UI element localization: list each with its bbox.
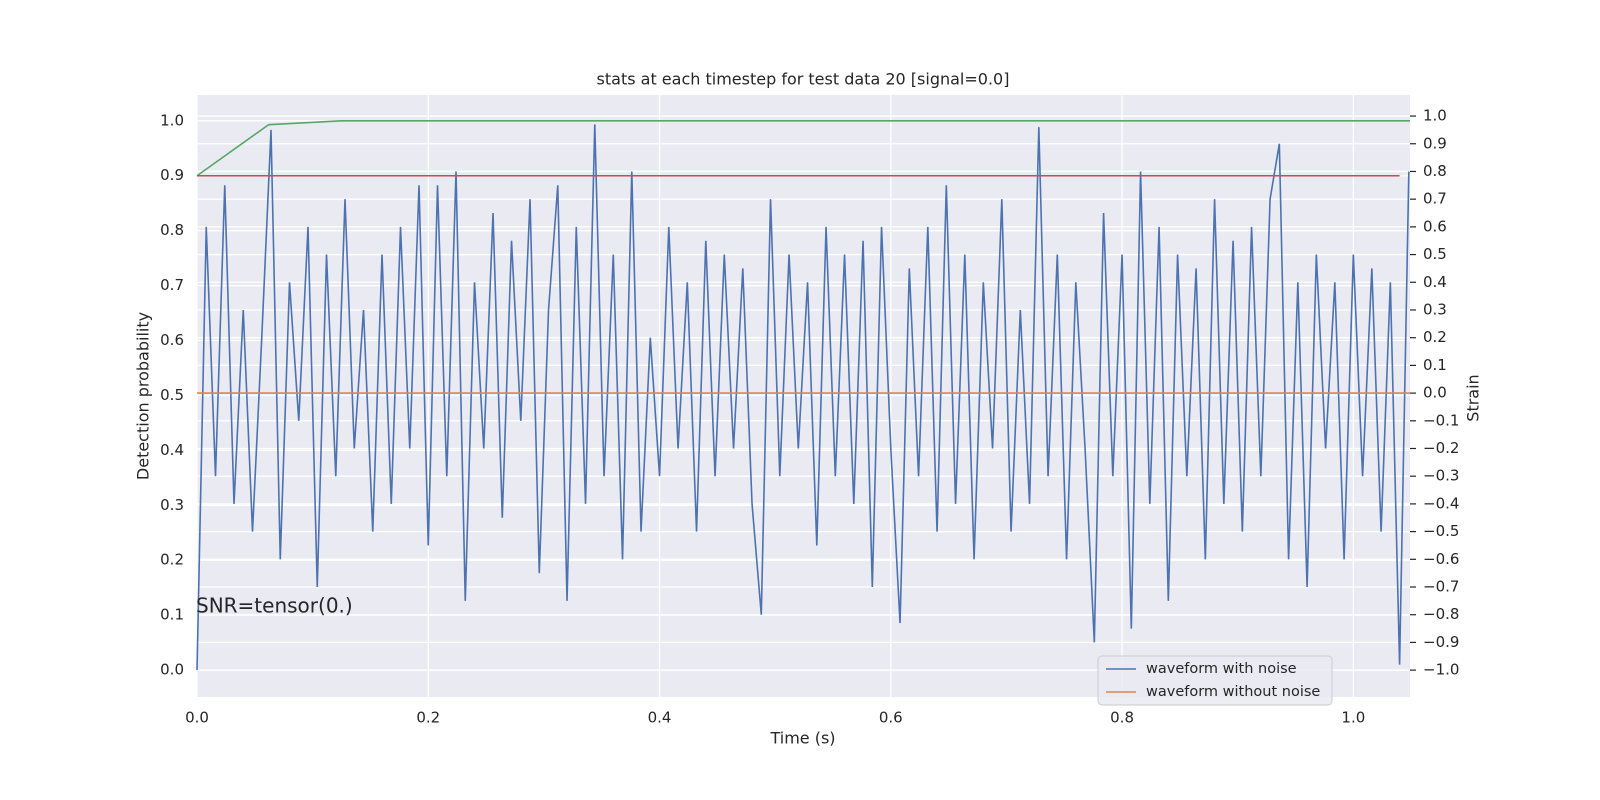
y2-tick-label: −0.3	[1423, 467, 1459, 485]
y-tick-label: 0.2	[160, 551, 184, 569]
y2-tick-label: −0.5	[1423, 522, 1459, 540]
y-tick-label: 0.7	[160, 276, 184, 294]
series-line	[196, 124, 1410, 671]
y-tick-label: 0.0	[160, 661, 184, 679]
y2-tick-label: 0.5	[1423, 245, 1447, 263]
y2-tick-label: −0.8	[1423, 605, 1459, 623]
y2-tick-label: 0.1	[1423, 356, 1447, 374]
x-tick-label: 0.8	[1110, 709, 1134, 727]
chart-title: stats at each timestep for test data 20 …	[597, 70, 1010, 89]
y-tick-label: 0.3	[160, 496, 184, 514]
y-tick-label: 0.1	[160, 606, 184, 624]
y-tick-label: 0.4	[160, 441, 184, 459]
y-tick-label: 0.5	[160, 386, 184, 404]
y2-tick-label: −0.4	[1423, 494, 1459, 512]
y-tick-label: 0.6	[160, 331, 184, 349]
y2-tick-label: 0.2	[1423, 328, 1447, 346]
x-tick-label: 0.0	[185, 709, 209, 727]
y2-tick-label: 0.9	[1423, 134, 1447, 152]
y2-tick-label: −1.0	[1423, 661, 1459, 679]
x-tick-label: 1.0	[1341, 709, 1365, 727]
y-tick-label: 1.0	[160, 111, 184, 129]
y-tick-label: 0.8	[160, 221, 184, 239]
y2-tick-label: −0.7	[1423, 578, 1459, 596]
y2-tick-label: −0.1	[1423, 411, 1459, 429]
y2-tick-label: −0.2	[1423, 439, 1459, 457]
annotation: SNR=tensor(0.)	[196, 594, 353, 618]
x-tick-label: 0.4	[648, 709, 672, 727]
legend-label: waveform without noise	[1146, 684, 1320, 700]
y2-axis-label: Strain	[1464, 374, 1483, 421]
y2-tick-label: 0.3	[1423, 300, 1447, 318]
y2-tick-label: 0.0	[1423, 384, 1447, 402]
series-line	[196, 120, 1410, 177]
y-tick-label: 0.9	[160, 166, 184, 184]
y2-tick-label: 0.8	[1423, 162, 1447, 180]
y2-tick-label: −0.9	[1423, 633, 1459, 651]
legend-label: waveform with noise	[1146, 661, 1297, 677]
y2-tick-label: 0.4	[1423, 273, 1447, 291]
x-tick-label: 0.2	[416, 709, 440, 727]
y2-tick-label: −0.6	[1423, 550, 1459, 568]
y2-tick-label: 1.0	[1423, 107, 1447, 125]
x-axis-label: Time (s)	[769, 729, 835, 748]
y-axis-label: Detection probability	[134, 312, 153, 480]
x-tick-label: 0.6	[879, 709, 903, 727]
legend-box	[1097, 655, 1333, 706]
y2-tick-label: 0.6	[1423, 217, 1447, 235]
y2-tick-label: 0.7	[1423, 190, 1447, 208]
